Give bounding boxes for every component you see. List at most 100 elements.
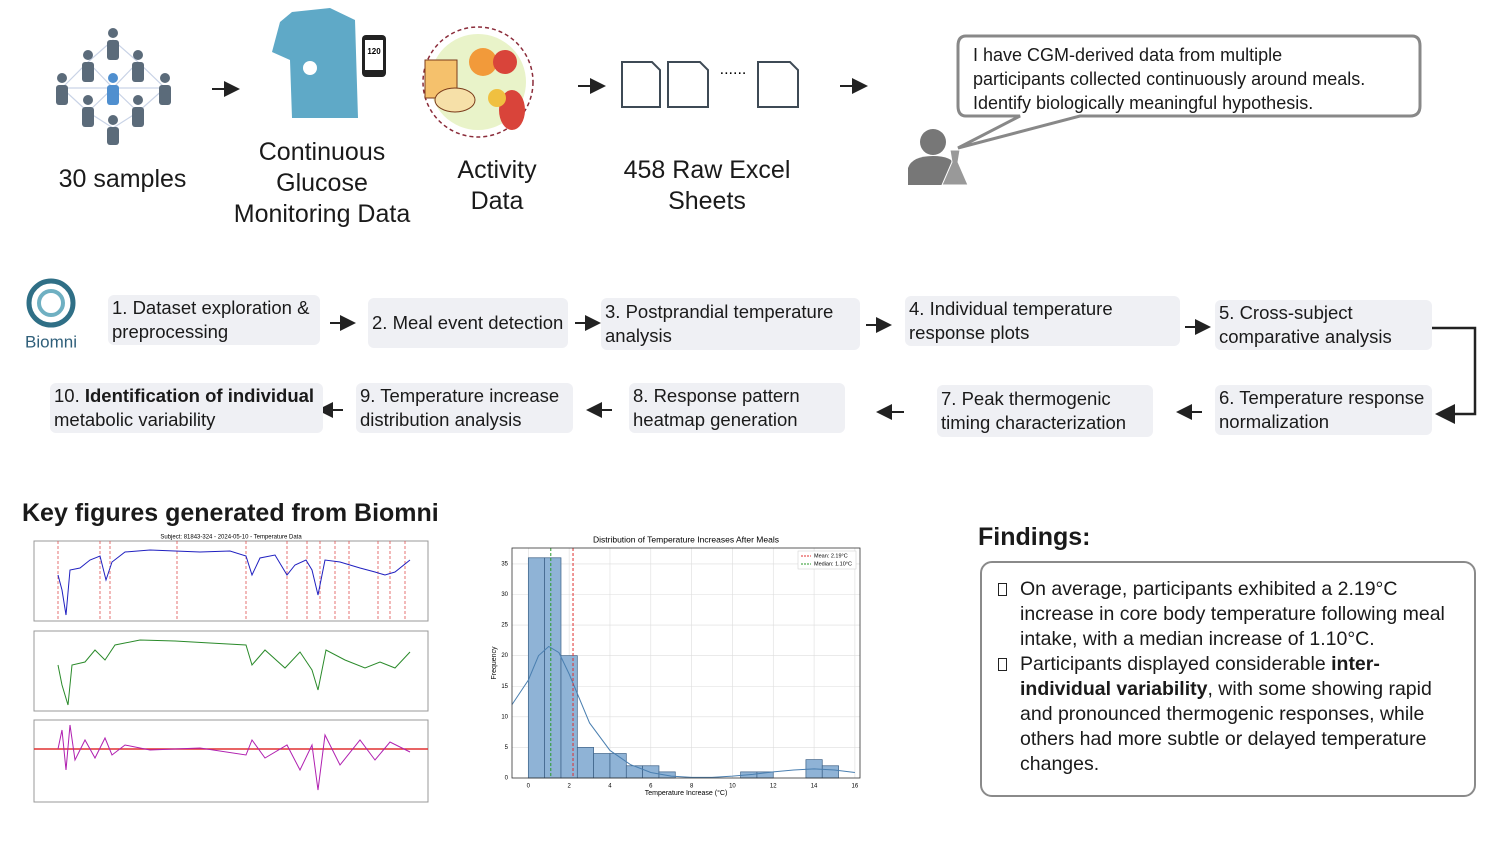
x-axis-label: Temperature Increase (°C) <box>645 789 728 797</box>
x-tick-label: 14 <box>811 784 818 790</box>
step-box: 10. Identification of individual metabol… <box>50 383 323 433</box>
bar <box>609 753 627 779</box>
y-axis-label: Frequency <box>491 646 498 680</box>
x-tick-label: 12 <box>770 784 777 790</box>
x-tick-label: 16 <box>852 784 859 790</box>
label-line: Activity <box>457 156 537 184</box>
x-tick-label: 8 <box>690 784 694 790</box>
text-part: 1. Dataset exploration & preprocessing <box>112 297 310 342</box>
step-text: 1. Dataset exploration & preprocessing <box>112 296 316 344</box>
label-line: Sheets <box>668 187 746 215</box>
plot-frame <box>511 547 861 779</box>
phone-reading: 120 <box>367 47 381 56</box>
step-text: 10. Identification of individual metabol… <box>54 384 319 432</box>
bar <box>642 765 660 779</box>
step-box: 7. Peak thermogenic timing characterizat… <box>937 385 1153 437</box>
prompt-line: participants collected continuously arou… <box>973 69 1366 89</box>
timeseries-figure <box>33 540 429 803</box>
legend-label: Median: 1.10°C <box>814 561 852 567</box>
ellipsis: ...... <box>720 61 747 78</box>
x-tick-label: 2 <box>567 784 571 790</box>
label-line: Continuous <box>258 138 386 166</box>
text-part: 10. <box>54 385 85 406</box>
scientist-icon <box>908 129 969 186</box>
x-tick-label: 6 <box>649 784 653 790</box>
y-tick-label: 20 <box>501 653 508 659</box>
label: 30 samples <box>58 165 187 193</box>
label: 458 Raw Excel Sheets <box>607 155 807 217</box>
y-tick-label: 30 <box>501 592 508 598</box>
cgm-icon: 120 <box>272 8 386 118</box>
bar <box>625 765 643 779</box>
label-line: Monitoring Data <box>233 200 411 228</box>
label-line: Glucose <box>276 169 368 197</box>
y-tick-label: 0 <box>505 776 509 782</box>
prompt: I have CGM-derived data from multiple pa… <box>973 43 1365 115</box>
text-part: 6. Temperature response normalization <box>1219 387 1425 432</box>
people <box>56 28 171 145</box>
prompt-line: I have CGM-derived data from multiple <box>973 45 1283 65</box>
step-box: 3. Postprandial temperature analysis <box>601 298 860 350</box>
y-tick-label: 5 <box>505 745 509 751</box>
y-tick-label: 25 <box>501 623 508 629</box>
text-part: 5. Cross-subject comparative analysis <box>1219 302 1392 347</box>
label-line: 458 Raw Excel <box>623 156 791 184</box>
prompt-line: Identify biologically meaningful hypothe… <box>973 93 1314 113</box>
logo-text: Biomni <box>25 332 77 351</box>
bar <box>576 747 594 779</box>
step-text: 5. Cross-subject comparative analysis <box>1219 301 1428 349</box>
text-part: 3. Postprandial temperature analysis <box>605 301 834 346</box>
step-text: 9. Temperature increase distribution ana… <box>360 384 569 432</box>
step-text: 6. Temperature response normalization <box>1219 386 1428 434</box>
label: Continuous Glucose Monitoring Data <box>222 137 422 230</box>
text-part: inter-individual variability <box>1020 653 1380 700</box>
text-part: Identification of individual <box>84 385 315 406</box>
step-box: 8. Response pattern heatmap generation <box>629 383 845 433</box>
y-tick-label: 15 <box>501 684 508 690</box>
step-box: 9. Temperature increase distribution ana… <box>356 383 573 433</box>
label: Activity Data <box>427 155 567 217</box>
step-box: 4. Individual temperature response plots <box>905 296 1180 346</box>
bar <box>593 753 611 779</box>
step-text: 2. Meal event detection <box>372 311 563 335</box>
text-part: 2. Meal event detection <box>372 312 564 333</box>
step-box: 1. Dataset exploration & preprocessing <box>108 295 320 345</box>
x-tick-label: 4 <box>608 784 612 790</box>
finding-item: On average, participants exhibited a 2.1… <box>998 577 1465 652</box>
finding-item: Participants displayed considerable inte… <box>998 652 1465 777</box>
step-box: 2. Meal event detection <box>368 298 568 348</box>
findings-box <box>980 561 1476 797</box>
sheets-icon <box>621 61 799 108</box>
chart-title: Distribution of Temperature Increases Af… <box>593 534 779 544</box>
logo <box>26 278 76 328</box>
findings-title: Findings: <box>978 523 1091 551</box>
text-part: On average, participants exhibited a 2.1… <box>1020 578 1445 650</box>
text-part: , with some showing rapid and pronounced… <box>1020 678 1432 775</box>
activity-icon <box>422 26 534 138</box>
x-tick-label: 0 <box>527 784 531 790</box>
legend-label: Mean: 2.19°C <box>814 553 848 559</box>
step-text: 8. Response pattern heatmap generation <box>633 384 841 432</box>
step-box: 5. Cross-subject comparative analysis <box>1215 300 1432 350</box>
step-text: 4. Individual temperature response plots <box>909 297 1176 345</box>
bar <box>527 557 546 779</box>
timeseries-title: Subject: 81843-324 - 2024-05-10 - Temper… <box>160 535 302 541</box>
speech-bubble <box>956 34 1422 150</box>
label-line: Data <box>470 187 524 215</box>
text-part: metabolic variability <box>54 409 216 430</box>
step-text: 7. Peak thermogenic timing characterizat… <box>941 387 1149 435</box>
text-part: 8. Response pattern heatmap generation <box>633 385 800 430</box>
kde-line <box>511 645 855 778</box>
legend-box <box>797 550 857 570</box>
x-tick-label: 10 <box>729 784 736 790</box>
text-part: Participants displayed considerable <box>1020 653 1332 675</box>
y-tick-label: 10 <box>501 714 508 720</box>
section-title: Key figures generated from Biomni <box>22 499 439 527</box>
text-part: 9. Temperature increase distribution ana… <box>360 385 560 430</box>
histogram: Distribution of Temperature Increases Af… <box>491 534 861 797</box>
bar <box>821 765 839 779</box>
text-part: 7. Peak thermogenic timing characterizat… <box>941 388 1127 433</box>
step-box: 6. Temperature response normalization <box>1215 385 1432 435</box>
